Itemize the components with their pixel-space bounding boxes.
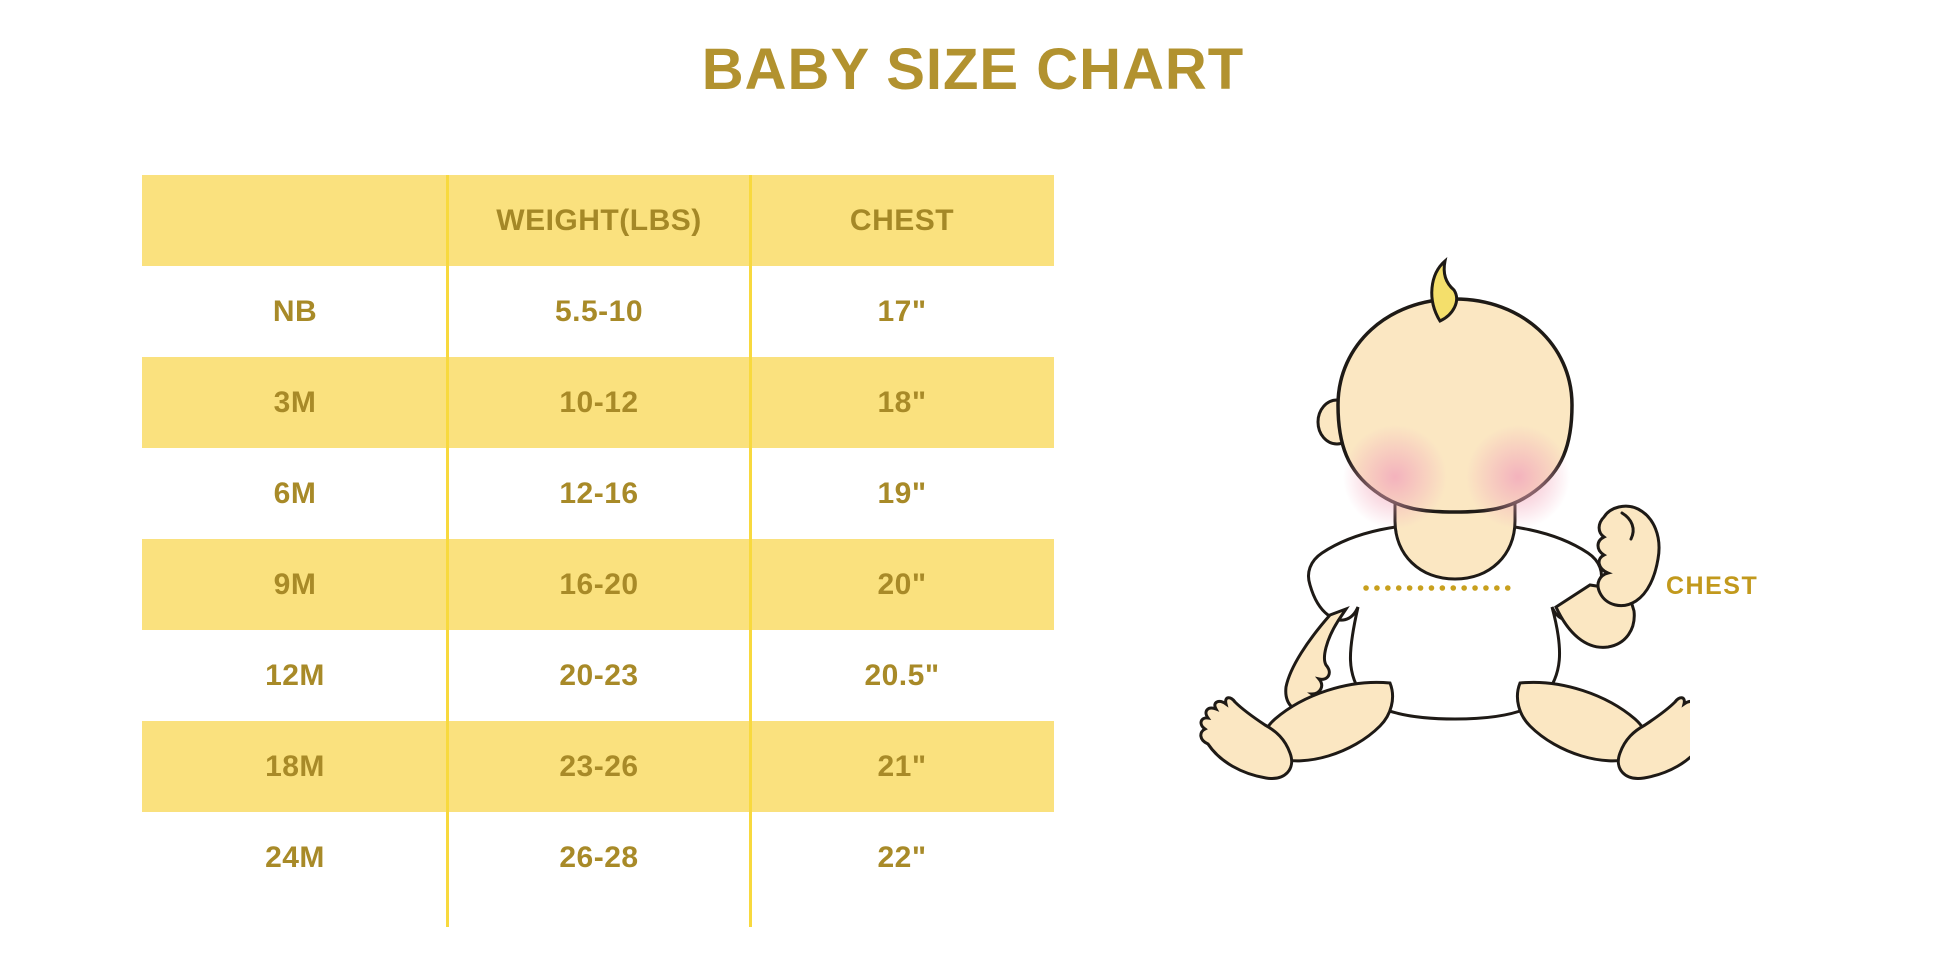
table-row: 9M 16-20 20"	[142, 539, 1054, 630]
size-cell: 6M	[273, 476, 317, 510]
table-row: 24M 26-28 22"	[142, 812, 1054, 903]
table-row: 12M 20-23 20.5"	[142, 630, 1054, 721]
baby-arm-fist	[1554, 504, 1661, 649]
chest-cell: 19"	[877, 476, 927, 510]
size-cell: 3M	[273, 385, 317, 419]
column-divider	[446, 175, 449, 927]
size-cell: 24M	[265, 840, 325, 874]
baby-cheek-left	[1343, 425, 1447, 529]
size-cell: 9M	[273, 567, 317, 601]
header-cell-size	[142, 175, 448, 266]
weight-cell: 5.5-10	[554, 294, 644, 328]
weight-cell: 26-28	[559, 840, 639, 874]
header-cell-weight: WEIGHT(LBS)	[496, 203, 702, 237]
chest-cell: 22"	[877, 840, 927, 874]
baby-head	[1316, 256, 1574, 529]
baby-arm-down	[1284, 605, 1350, 713]
table-row: NB 5.5-10 17"	[142, 266, 1054, 357]
table-row: 3M 10-12 18"	[142, 357, 1054, 448]
weight-cell: 20-23	[559, 658, 639, 692]
baby-illustration	[1190, 255, 1711, 800]
chest-cell: 20"	[877, 567, 927, 601]
size-cell: 12M	[265, 658, 325, 692]
table-row: 6M 12-16 19"	[142, 448, 1054, 539]
column-divider	[749, 175, 752, 927]
weight-cell: 12-16	[559, 476, 639, 510]
weight-cell: 23-26	[559, 749, 639, 783]
weight-cell: 10-12	[559, 385, 639, 419]
table-header-row: WEIGHT(LBS) CHEST	[142, 175, 1054, 266]
header-cell-chest: CHEST	[849, 203, 955, 237]
size-cell: NB	[272, 294, 318, 328]
table-row: 18M 23-26 21"	[142, 721, 1054, 812]
size-cell: 18M	[265, 749, 325, 783]
sitting-baby-icon	[1199, 256, 1711, 780]
baby-size-table: WEIGHT(LBS) CHEST NB 5.5-10 17" 3M 10-12…	[142, 175, 1054, 927]
weight-cell: 16-20	[559, 567, 639, 601]
chest-cell: 21"	[877, 749, 927, 783]
baby-cheek-right	[1466, 425, 1570, 529]
chest-cell: 18"	[877, 385, 927, 419]
chest-cell: 20.5"	[864, 658, 940, 692]
baby-hair-curl	[1430, 256, 1459, 323]
chest-measurement-label: CHEST	[1666, 572, 1759, 600]
page-title: BABY SIZE CHART	[701, 37, 1245, 102]
chest-cell: 17"	[877, 294, 927, 328]
baby-legs	[1199, 680, 1711, 780]
